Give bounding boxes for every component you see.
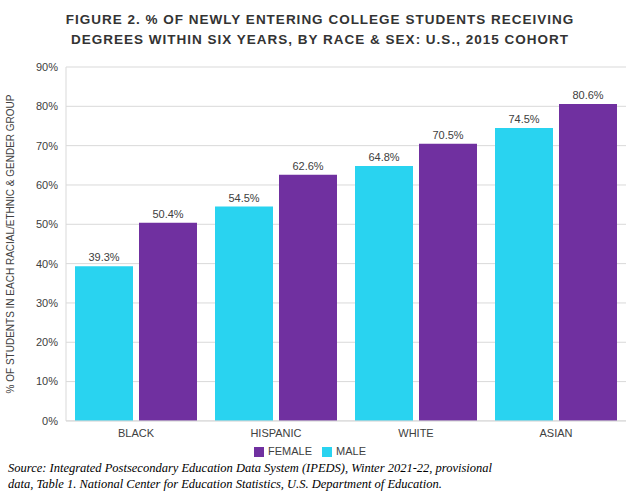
html-text:Source: Integrated Postseconda: Source: Integrated Postsecondary Educati… bbox=[8, 461, 493, 491]
svg-text:60%: 60% bbox=[36, 179, 58, 191]
html-text:FIGURE 2. % OF NEWLY ENTERING: FIGURE 2. % OF NEWLY ENTERING COLLEGE ST… bbox=[65, 12, 575, 47]
html-text:MALE: MALE bbox=[336, 444, 366, 457]
svg-text:30%: 30% bbox=[36, 297, 58, 309]
svg-text:10%: 10% bbox=[36, 375, 58, 387]
svg-text:BLACK: BLACK bbox=[118, 427, 155, 439]
svg-text:54.5%: 54.5% bbox=[228, 192, 259, 204]
svg-text:WHITE: WHITE bbox=[398, 427, 433, 439]
svg-text:62.6%: 62.6% bbox=[292, 160, 323, 172]
svg-text:80.6%: 80.6% bbox=[572, 89, 603, 101]
svg-text:70.5%: 70.5% bbox=[432, 129, 463, 141]
svg-text:HISPANIC: HISPANIC bbox=[250, 427, 301, 439]
svg-text:90%: 90% bbox=[36, 61, 58, 73]
svg-text:50.4%: 50.4% bbox=[152, 208, 183, 220]
svg-text:74.5%: 74.5% bbox=[508, 113, 539, 125]
svg-text:80%: 80% bbox=[36, 100, 58, 112]
svg-text:% OF STUDENTS IN EACH RACIAL/E: % OF STUDENTS IN EACH RACIAL/ETHNIC & GE… bbox=[8, 94, 16, 393]
svg-text:70%: 70% bbox=[36, 140, 58, 152]
svg-text:40%: 40% bbox=[36, 258, 58, 270]
svg-text:ASIAN: ASIAN bbox=[539, 427, 572, 439]
svg-text:39.3%: 39.3% bbox=[88, 251, 119, 263]
svg-text:50%: 50% bbox=[36, 218, 58, 230]
svg-text:20%: 20% bbox=[36, 336, 58, 348]
html-text:FEMALE: FEMALE bbox=[268, 444, 312, 457]
svg-text:0%: 0% bbox=[42, 415, 58, 427]
svg-text:64.8%: 64.8% bbox=[368, 151, 399, 163]
